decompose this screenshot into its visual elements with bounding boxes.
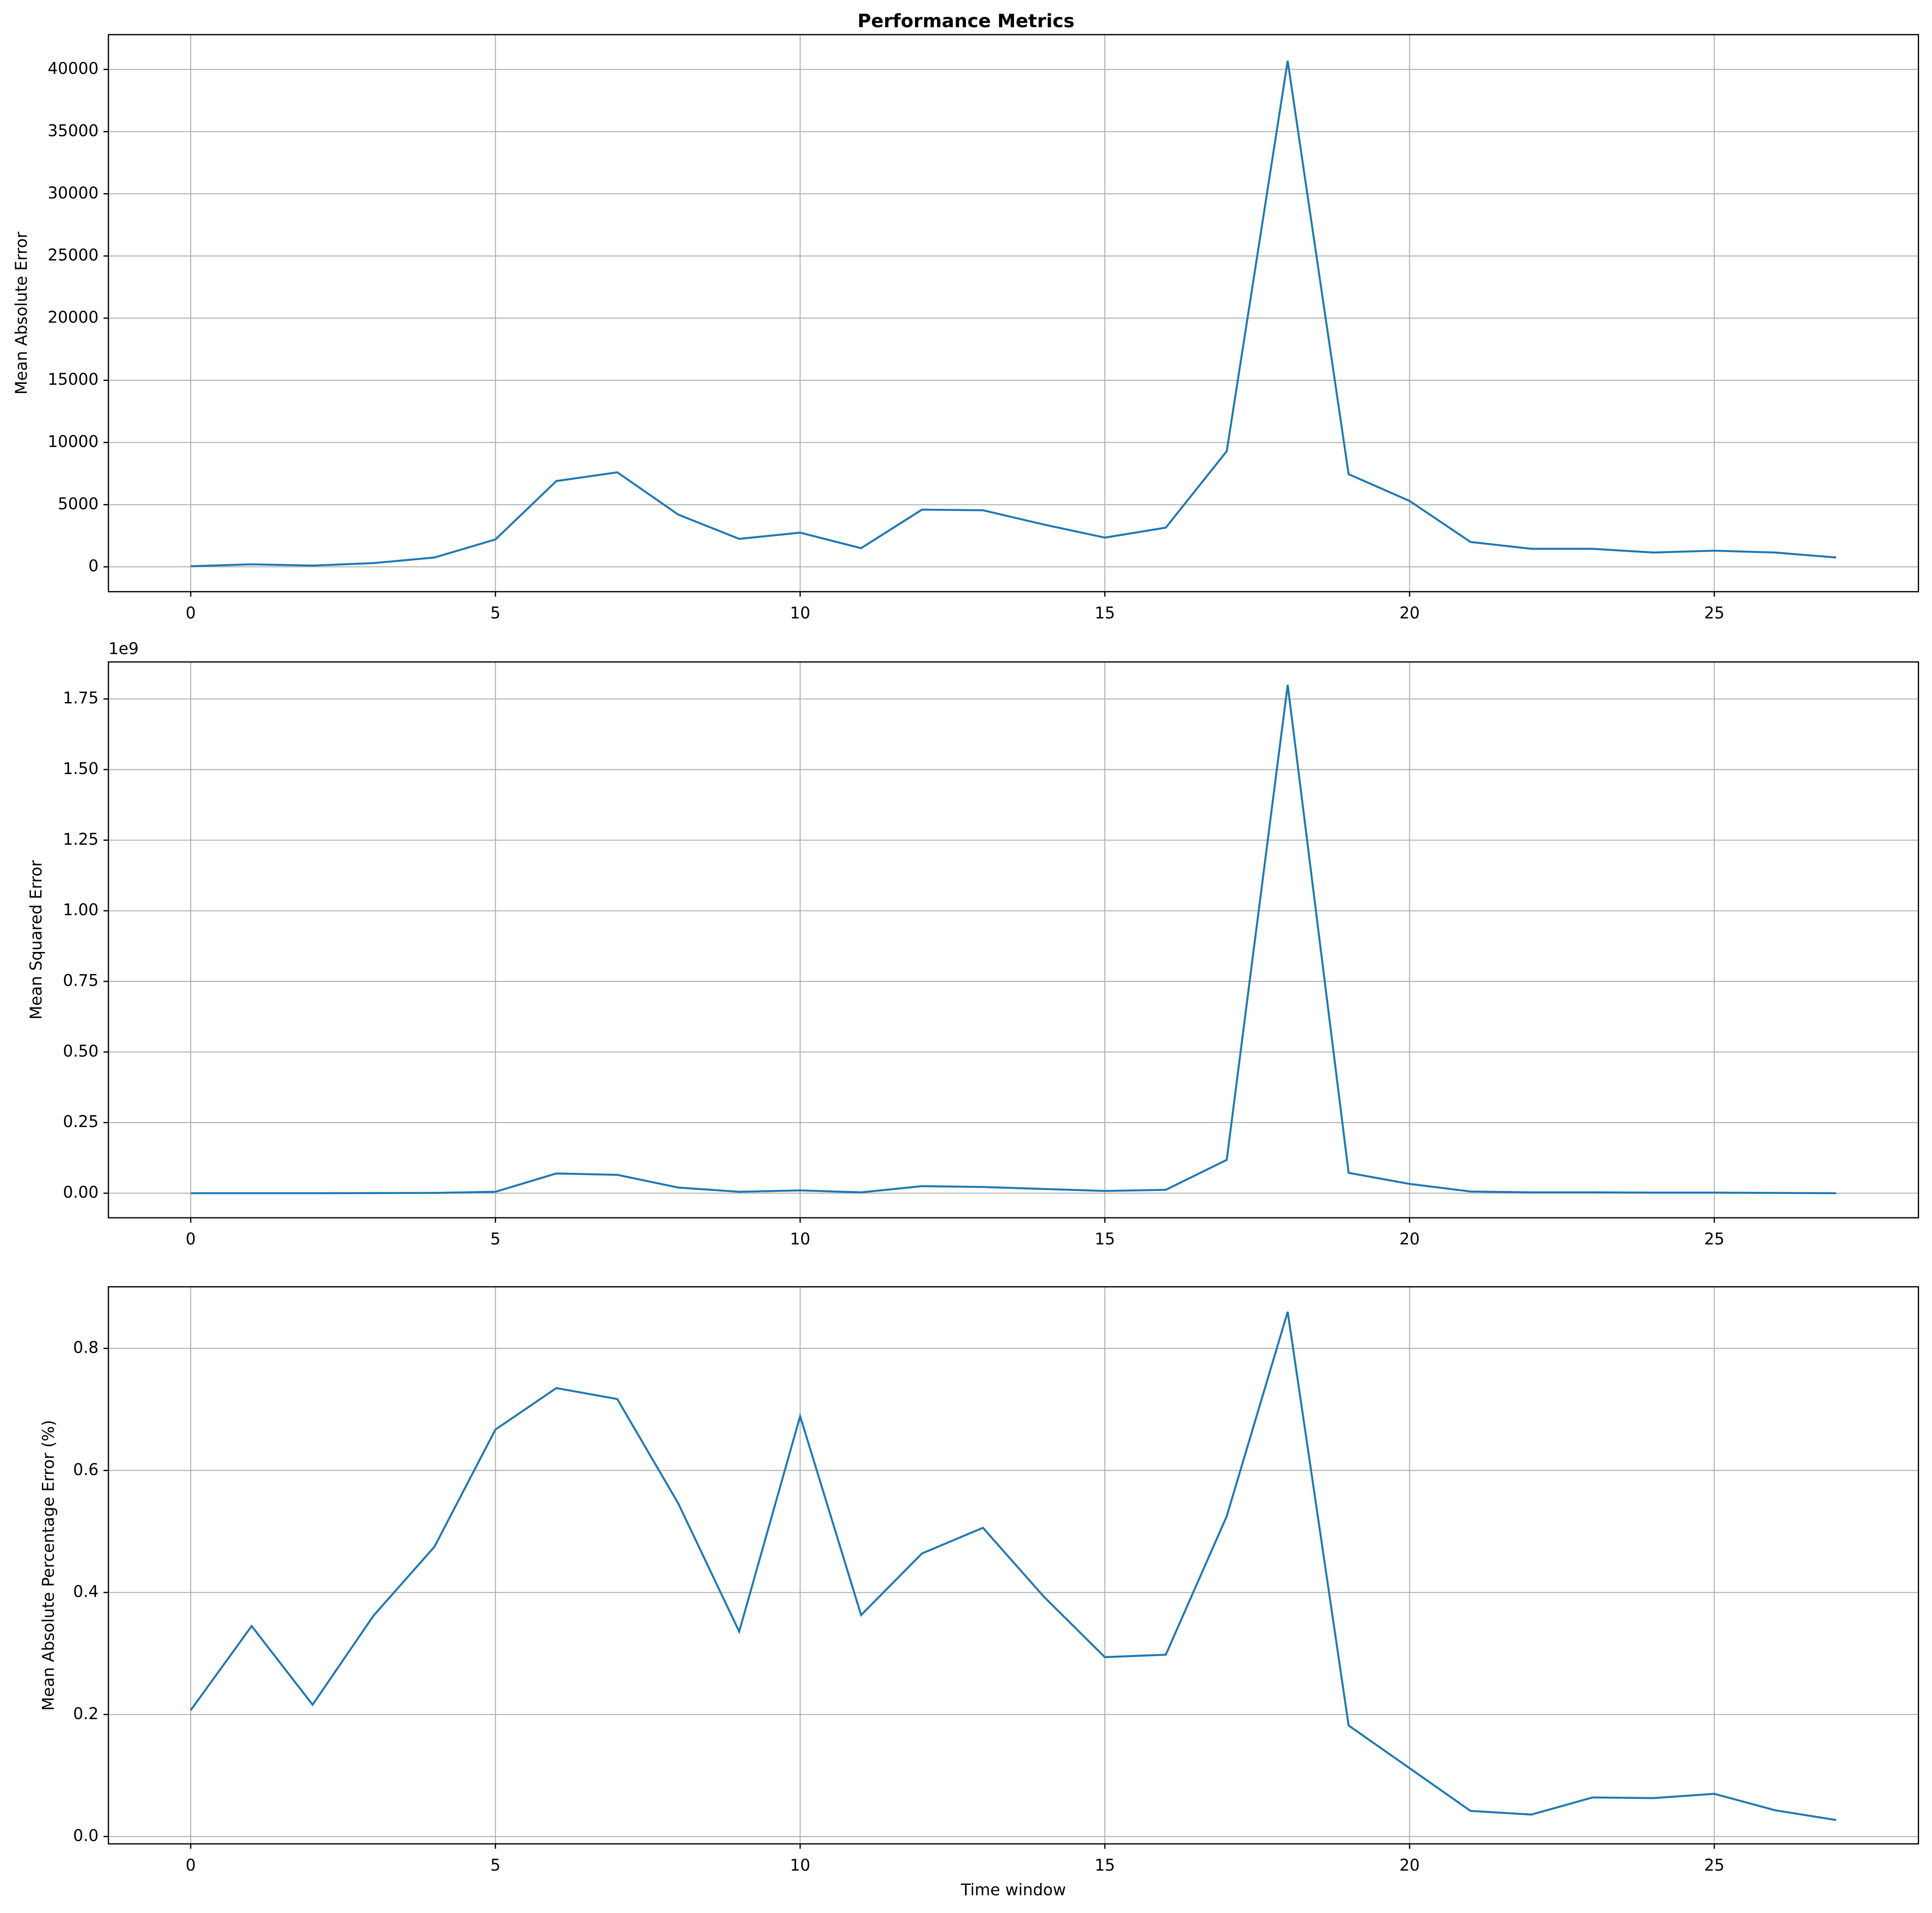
x-tick-label: 25 xyxy=(1704,604,1725,622)
x-axis-label: Time window xyxy=(960,1881,1066,1899)
y-tick-label: 0.25 xyxy=(63,1112,99,1131)
y-tick-label: 1.25 xyxy=(63,830,99,849)
y-tick-label: 0.4 xyxy=(73,1582,99,1601)
x-tick-label: 5 xyxy=(490,604,501,622)
x-tick-label: 10 xyxy=(790,1856,810,1875)
figure-title: Performance Metrics xyxy=(858,10,1074,32)
y-tick-label: 0.0 xyxy=(73,1827,99,1845)
y-tick-label: 0 xyxy=(88,557,99,575)
x-tick-label: 25 xyxy=(1704,1856,1725,1875)
axes-frame xyxy=(108,1286,1919,1845)
y-tick-label: 0.00 xyxy=(63,1183,99,1202)
y-axis-label: Mean Absolute Percentage Error (%) xyxy=(39,1420,58,1711)
y-axis-label: Mean Absolute Error xyxy=(12,231,31,394)
y-tick-label: 15000 xyxy=(48,370,99,389)
y-tick-label: 10000 xyxy=(48,432,99,451)
x-tick-label: 15 xyxy=(1095,1856,1115,1875)
line xyxy=(191,61,1836,567)
y-tick-label: 0.50 xyxy=(63,1042,99,1060)
x-tick-label: 20 xyxy=(1400,604,1420,622)
x-tick-label: 10 xyxy=(790,1230,810,1249)
y-tick-label: 35000 xyxy=(48,121,99,140)
axes-frame xyxy=(108,661,1919,1219)
x-tick-label: 0 xyxy=(185,1230,196,1249)
y-tick-label: 0.75 xyxy=(63,971,99,990)
x-tick-label: 0 xyxy=(185,604,196,622)
y-tick-label: 40000 xyxy=(48,59,99,78)
y-tick-label: 30000 xyxy=(48,184,99,202)
x-tick-label: 0 xyxy=(185,1856,196,1875)
y-axis-label: Mean Squared Error xyxy=(27,860,45,1020)
x-tick-label: 5 xyxy=(490,1856,501,1875)
line xyxy=(191,684,1836,1194)
y-tick-label: 1.00 xyxy=(63,901,99,919)
axes-frame xyxy=(108,34,1919,593)
x-tick-label: 20 xyxy=(1400,1230,1420,1249)
x-tick-label: 15 xyxy=(1095,604,1115,622)
y-tick-label: 0.6 xyxy=(73,1460,99,1479)
line xyxy=(190,1311,1836,1821)
y-tick-label: 0.8 xyxy=(73,1338,99,1357)
y-tick-label: 5000 xyxy=(58,495,99,513)
y-tick-label: 0.2 xyxy=(73,1704,99,1723)
offset-label: 1e9 xyxy=(108,639,139,658)
x-tick-label: 20 xyxy=(1400,1856,1420,1875)
y-tick-label: 20000 xyxy=(48,308,99,326)
y-tick-label: 1.50 xyxy=(63,760,99,778)
x-tick-label: 5 xyxy=(490,1230,501,1249)
x-tick-label: 15 xyxy=(1095,1230,1115,1249)
y-tick-label: 1.75 xyxy=(63,689,99,707)
x-tick-label: 10 xyxy=(790,604,810,622)
y-tick-label: 25000 xyxy=(48,246,99,265)
x-tick-label: 25 xyxy=(1704,1230,1725,1249)
